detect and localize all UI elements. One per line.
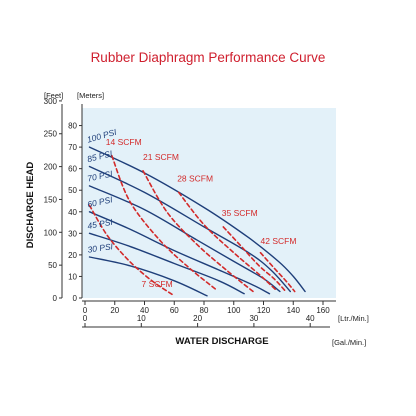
y-tick-label-feet: 100 xyxy=(44,228,58,237)
series-line-35-scfm xyxy=(222,226,287,293)
series-line-14-scfm xyxy=(111,154,217,291)
series-label-42-scfm: 42 SCFM xyxy=(261,236,297,246)
x-tick-label-liters: 40 xyxy=(140,306,149,315)
x-tick-label-gallons: 10 xyxy=(137,314,146,323)
series-line-21-scfm xyxy=(142,170,254,293)
x-unit-gallons: [Gal./Min.] xyxy=(332,338,366,347)
y-tick-label-meters: 10 xyxy=(68,272,77,281)
series-label-14-scfm: 14 SCFM xyxy=(106,137,142,147)
x-tick-label-gallons: 30 xyxy=(249,314,258,323)
y-tick-label-feet: 300 xyxy=(44,97,58,106)
x-tick-label-liters: 120 xyxy=(257,306,271,315)
series-label-30-psi: 30 PSI xyxy=(87,241,114,255)
curves-layer xyxy=(88,146,306,297)
y-tick-label-feet: 250 xyxy=(44,130,58,139)
x-tick-label-liters: 160 xyxy=(316,306,330,315)
y-unit-meters: [Meters] xyxy=(77,91,104,100)
series-line-30-psi xyxy=(88,256,208,297)
y-tick-label-feet: 50 xyxy=(48,261,57,270)
y-tick-label-meters: 50 xyxy=(68,186,77,195)
x-tick-label-liters: 60 xyxy=(170,306,179,315)
x-unit-liters: [Ltr./Min.] xyxy=(338,314,369,323)
x-tick-label-gallons: 40 xyxy=(306,314,315,323)
series-line-42-scfm xyxy=(259,251,296,293)
y-tick-label-feet: 150 xyxy=(44,195,58,204)
y-tick-label-meters: 40 xyxy=(68,208,77,217)
series-line-45-psi xyxy=(88,232,245,295)
chart-title: Rubber Diaphragm Performance Curve xyxy=(91,50,326,65)
x-tick-label-gallons: 20 xyxy=(193,314,202,323)
y-tick-label-meters: 30 xyxy=(68,229,77,238)
y-axis-title: DISCHARGE HEAD xyxy=(25,162,36,249)
series-label-35-scfm: 35 SCFM xyxy=(222,208,258,218)
series-line-7-scfm xyxy=(88,204,176,297)
y-tick-label-feet: 0 xyxy=(53,294,58,303)
x-tick-label-liters: 140 xyxy=(287,306,301,315)
series-line-60-psi xyxy=(88,211,271,295)
y-tick-label-meters: 0 xyxy=(73,294,78,303)
y-tick-label-meters: 70 xyxy=(68,143,77,152)
y-tick-label-feet: 200 xyxy=(44,163,58,172)
series-label-28-scfm: 28 SCFM xyxy=(177,174,213,184)
x-tick-label-gallons: 0 xyxy=(83,314,88,323)
series-line-85-psi xyxy=(88,165,291,293)
series-label-45-psi: 45 PSI xyxy=(87,217,114,231)
x-tick-label-liters: 80 xyxy=(200,306,209,315)
y-tick-label-meters: 20 xyxy=(68,251,77,260)
x-tick-label-liters: 100 xyxy=(227,306,241,315)
x-axis-title: WATER DISCHARGE xyxy=(175,336,268,347)
y-unit-feet: [Feet] xyxy=(44,91,63,100)
x-tick-label-liters: 20 xyxy=(110,306,119,315)
y-tick-label-meters: 60 xyxy=(68,165,77,174)
x-tick-label-liters: 0 xyxy=(83,306,88,315)
series-label-21-scfm: 21 SCFM xyxy=(143,152,179,162)
series-line-28-scfm xyxy=(177,191,277,291)
y-tick-label-meters: 80 xyxy=(68,122,77,131)
series-label-7-scfm: 7 SCFM xyxy=(142,279,173,289)
